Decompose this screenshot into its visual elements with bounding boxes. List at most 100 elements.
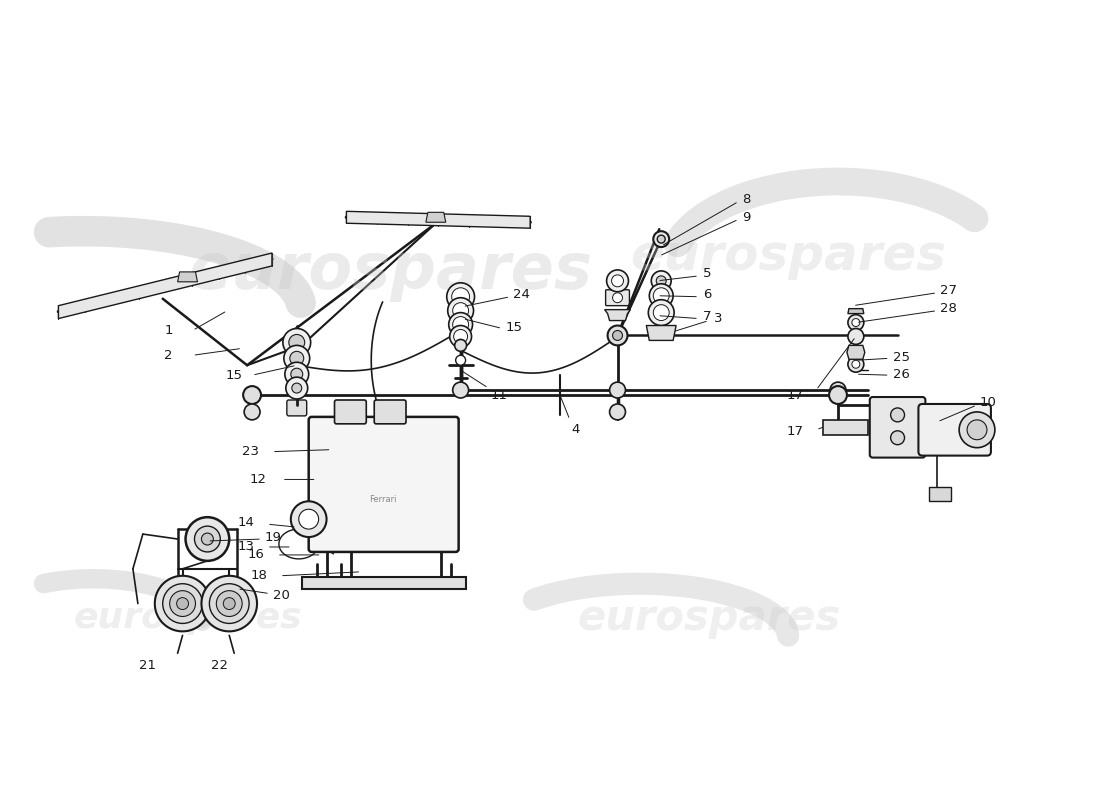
Circle shape [455, 355, 465, 366]
Text: 4: 4 [572, 423, 580, 436]
Polygon shape [605, 310, 630, 321]
Circle shape [609, 382, 626, 398]
Circle shape [891, 430, 904, 445]
Circle shape [289, 334, 305, 350]
Text: 10: 10 [980, 397, 997, 410]
Circle shape [163, 584, 202, 623]
Circle shape [612, 275, 624, 286]
Text: eurospares: eurospares [630, 232, 946, 280]
FancyBboxPatch shape [870, 397, 925, 458]
Text: 14: 14 [238, 516, 254, 529]
Circle shape [283, 329, 310, 356]
Circle shape [284, 346, 310, 371]
Text: 28: 28 [940, 302, 957, 315]
Text: 23: 23 [242, 445, 258, 458]
Circle shape [648, 300, 674, 326]
Circle shape [891, 408, 904, 422]
Circle shape [454, 339, 466, 351]
Circle shape [607, 326, 627, 346]
Circle shape [649, 284, 673, 308]
Circle shape [195, 526, 220, 552]
Text: 13: 13 [238, 541, 254, 554]
Text: 1: 1 [164, 324, 173, 337]
Polygon shape [155, 576, 210, 631]
Circle shape [829, 386, 847, 404]
Text: eurospares: eurospares [189, 240, 593, 302]
Circle shape [286, 377, 308, 399]
Circle shape [217, 590, 242, 617]
Text: 2: 2 [164, 349, 173, 362]
Circle shape [453, 382, 469, 398]
Bar [301, 577, 465, 589]
Text: 19: 19 [265, 530, 282, 543]
Text: 16: 16 [248, 549, 264, 562]
Circle shape [827, 422, 839, 434]
Circle shape [967, 420, 987, 440]
Circle shape [851, 422, 864, 434]
Polygon shape [823, 420, 868, 434]
Text: 26: 26 [892, 368, 910, 381]
Text: 18: 18 [250, 570, 267, 582]
Circle shape [169, 590, 196, 617]
Circle shape [177, 598, 188, 610]
FancyBboxPatch shape [918, 404, 991, 456]
Circle shape [452, 288, 470, 306]
Text: 15: 15 [505, 321, 522, 334]
Circle shape [382, 404, 398, 420]
Circle shape [848, 329, 864, 344]
Text: 6: 6 [703, 288, 712, 302]
FancyBboxPatch shape [287, 400, 307, 416]
Text: 3: 3 [714, 312, 723, 325]
Circle shape [342, 404, 359, 420]
Circle shape [653, 305, 669, 321]
Circle shape [289, 351, 304, 366]
Circle shape [209, 584, 249, 623]
Circle shape [653, 231, 669, 247]
Circle shape [851, 318, 860, 326]
Circle shape [290, 502, 327, 537]
Text: Ferrari: Ferrari [370, 495, 397, 504]
Circle shape [285, 362, 309, 386]
Circle shape [848, 356, 864, 372]
Circle shape [653, 288, 669, 304]
Text: 8: 8 [741, 193, 750, 206]
Circle shape [449, 313, 473, 337]
Circle shape [223, 598, 235, 610]
Text: 12: 12 [250, 473, 267, 486]
Circle shape [848, 314, 864, 330]
FancyBboxPatch shape [374, 400, 406, 424]
Polygon shape [847, 346, 865, 359]
Circle shape [453, 317, 469, 333]
Text: 11: 11 [491, 389, 507, 402]
Circle shape [243, 386, 261, 404]
Polygon shape [848, 309, 864, 314]
Text: 25: 25 [892, 350, 910, 364]
Text: 17: 17 [786, 426, 803, 438]
Text: 21: 21 [140, 658, 156, 672]
Circle shape [453, 302, 469, 318]
Circle shape [851, 360, 860, 368]
Circle shape [613, 293, 623, 302]
Text: 24: 24 [514, 288, 530, 302]
Circle shape [292, 383, 301, 393]
Text: 7: 7 [703, 310, 712, 323]
Circle shape [186, 517, 229, 561]
Text: eurospares: eurospares [578, 598, 840, 639]
Polygon shape [177, 272, 198, 282]
Circle shape [606, 270, 628, 292]
Polygon shape [647, 326, 676, 341]
Circle shape [651, 271, 671, 290]
Circle shape [657, 276, 667, 286]
Circle shape [453, 330, 468, 343]
Circle shape [959, 412, 994, 448]
Circle shape [658, 235, 666, 243]
FancyBboxPatch shape [334, 400, 366, 424]
Text: 15: 15 [226, 369, 242, 382]
Polygon shape [346, 211, 530, 228]
Polygon shape [58, 253, 272, 318]
Circle shape [609, 404, 626, 420]
Circle shape [299, 510, 319, 529]
FancyBboxPatch shape [309, 417, 459, 552]
Circle shape [201, 533, 213, 545]
Text: 27: 27 [940, 284, 957, 298]
